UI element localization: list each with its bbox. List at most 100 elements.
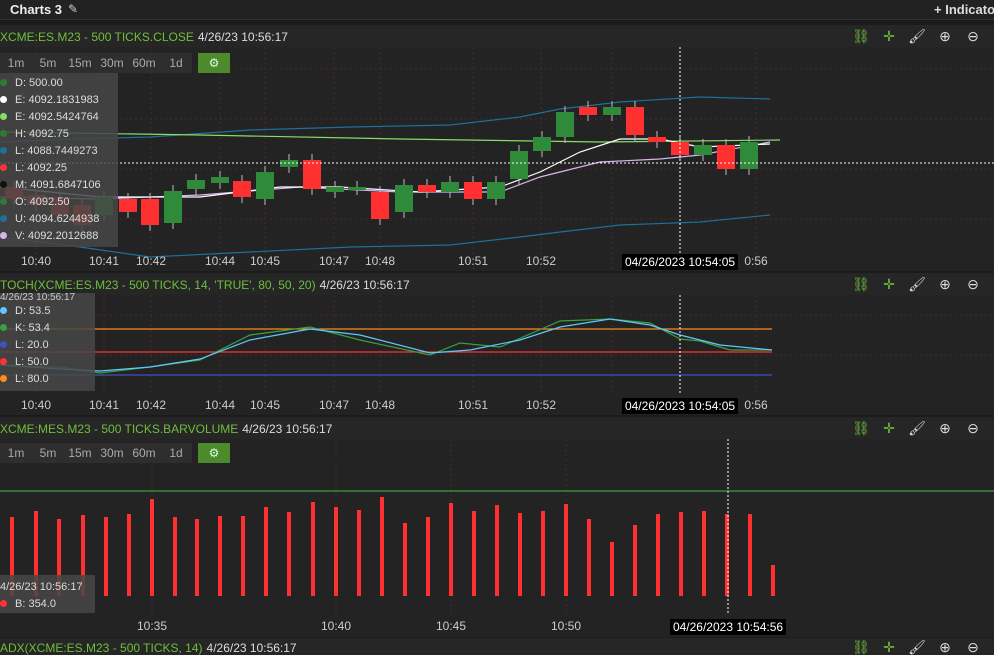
zoom-in-icon[interactable]: ⊕ [939,420,951,436]
stoch-time-axis: 10:40 10:41 10:42 10:44 10:45 10:47 10:48 10:51… [0,396,994,414]
gear-icon[interactable]: ⚙ [198,443,230,463]
volume-bar [564,504,568,596]
axis-tick-label: 0:56 [744,398,768,412]
timeframe-1m[interactable]: 1m [0,53,32,73]
volume-bar [150,499,154,596]
add-indicator-button[interactable]: + Indicato [934,2,994,17]
zoom-out-icon[interactable]: ⊖ [967,276,979,292]
legend-item: E: 4092.1831983 [0,92,118,109]
volume-panel-header: XCME:MES.M23 - 500 TICKS.BARVOLUME 4/26/2… [0,417,994,439]
timeframe-60m[interactable]: 60m [128,53,160,73]
timeframe-60m[interactable]: 60m [128,443,160,463]
volume-bar [380,497,384,596]
legend-timestamp: 4/26/23 10:56:17 [0,293,76,303]
candle-body [626,107,644,135]
legend-label: L: 20.0 [15,339,49,351]
timeframe-15m[interactable]: 15m [64,53,96,73]
crosshair-icon[interactable]: ✛ [883,28,895,44]
volume-bar [518,513,522,596]
volume-bar [541,511,545,596]
volume-bar [495,505,499,596]
legend-item: L: 50.0 [0,354,95,371]
timeframe-bar: 1m 5m 15m 30m 60m 1d ⚙ [0,53,230,73]
adx-panel-header: ADX(XCME:ES.M23 - 500 TICKS, 14) 4/26/23 … [0,638,994,655]
timeframe-bar: 1m 5m 15m 30m 60m 1d ⚙ [0,443,230,463]
crosshair-icon[interactable]: ✛ [883,420,895,436]
zoom-in-icon[interactable]: ⊕ [939,28,951,44]
timeframe-15m[interactable]: 15m [64,443,96,463]
volume-bar [656,514,660,596]
stoch-panel-title: TOCH(XCME:ES.M23 - 500 TICKS, 14, 'TRUE'… [0,278,316,292]
candle-body [694,145,712,155]
candle-body [464,182,482,199]
volume-bar [771,565,775,596]
volume-bar [748,514,752,596]
volume-bar [218,516,222,596]
zoom-out-icon[interactable]: ⊖ [967,28,979,44]
volume-panel: XCME:MES.M23 - 500 TICKS.BARVOLUME 4/26/2… [0,417,994,637]
volume-bar [334,507,338,596]
crosshair-icon[interactable]: ✛ [883,639,895,655]
stoch-d-line [0,318,773,372]
zoom-out-icon[interactable]: ⊖ [967,420,979,436]
legend-dot-icon [0,232,7,239]
brush-icon[interactable]: 🖌 [908,28,926,44]
legend-dot-icon [0,79,7,86]
timeframe-30m[interactable]: 30m [96,443,128,463]
legend-item: E: 4092.5424764 [0,109,118,126]
window-tabbar: Charts 3 ✎ + Indicato [0,0,994,20]
candle-body [326,187,344,192]
pencil-icon[interactable]: ✎ [68,2,79,16]
legend-item: U: 4094.6244938 [0,211,118,228]
axis-tick-label: 10:48 [364,398,396,412]
candle-body [441,182,459,192]
volume-chart[interactable] [0,439,994,615]
stoch-chart[interactable] [0,295,994,395]
crosshair-icon[interactable]: ✛ [883,276,895,292]
legend-item: K: 53.4 [0,320,95,337]
candle-body [648,137,666,142]
candle-body [187,180,205,189]
link-icon[interactable]: ⛓ [852,420,870,436]
price-chart[interactable] [0,47,994,271]
legend-item: O: 4092.50 [0,194,118,211]
brush-icon[interactable]: 🖌 [908,276,926,292]
volume-bar [173,517,177,596]
legend-label: V: 4092.2012688 [15,230,99,242]
axis-tick-label: 10:45 [435,619,467,633]
stoch-panel-time: 4/26/23 10:56:17 [319,278,410,292]
link-icon[interactable]: ⛓ [852,639,870,655]
crosshair-time-label: 04/26/2023 10:54:05 [621,398,739,414]
gear-icon[interactable]: ⚙ [198,53,230,73]
price-panel-title: XCME:ES.M23 - 500 TICKS.CLOSE [0,30,194,44]
axis-tick-label: 10:50 [550,619,582,633]
brush-icon[interactable]: 🖌 [908,639,926,655]
timeframe-5m[interactable]: 5m [32,53,64,73]
volume-bar [10,517,14,596]
timeframe-30m[interactable]: 30m [96,53,128,73]
timeframe-1m[interactable]: 1m [0,443,32,463]
axis-tick-label: 10:40 [320,619,352,633]
timeframe-1d[interactable]: 1d [160,53,192,73]
axis-tick-label: 10:42 [135,398,167,412]
volume-time-axis: 10:35 10:40 10:45 10:50 04/26/2023 10:54:56 [0,617,994,635]
zoom-in-icon[interactable]: ⊕ [939,276,951,292]
price-panel-time: 4/26/23 10:56:17 [197,30,288,44]
price-panel-header: XCME:ES.M23 - 500 TICKS.CLOSE 4/26/23 10:… [0,25,994,47]
volume-bar [679,512,683,596]
legend-label: U: 4094.6244938 [15,213,100,225]
brush-icon[interactable]: 🖌 [908,420,926,436]
legend-item: V: 4092.2012688 [0,228,118,245]
timeframe-1d[interactable]: 1d [160,443,192,463]
link-icon[interactable]: ⛓ [852,276,870,292]
axis-tick-label: 10:44 [204,398,236,412]
axis-tick-label: 10:47 [318,398,350,412]
timeframe-5m[interactable]: 5m [32,443,64,463]
legend-label: D: 53.5 [15,305,51,317]
volume-bar [357,510,361,596]
link-icon[interactable]: ⛓ [852,28,870,44]
volume-bar [610,542,614,596]
zoom-in-icon[interactable]: ⊕ [939,639,951,655]
candle-body [141,199,159,225]
zoom-out-icon[interactable]: ⊖ [967,639,979,655]
